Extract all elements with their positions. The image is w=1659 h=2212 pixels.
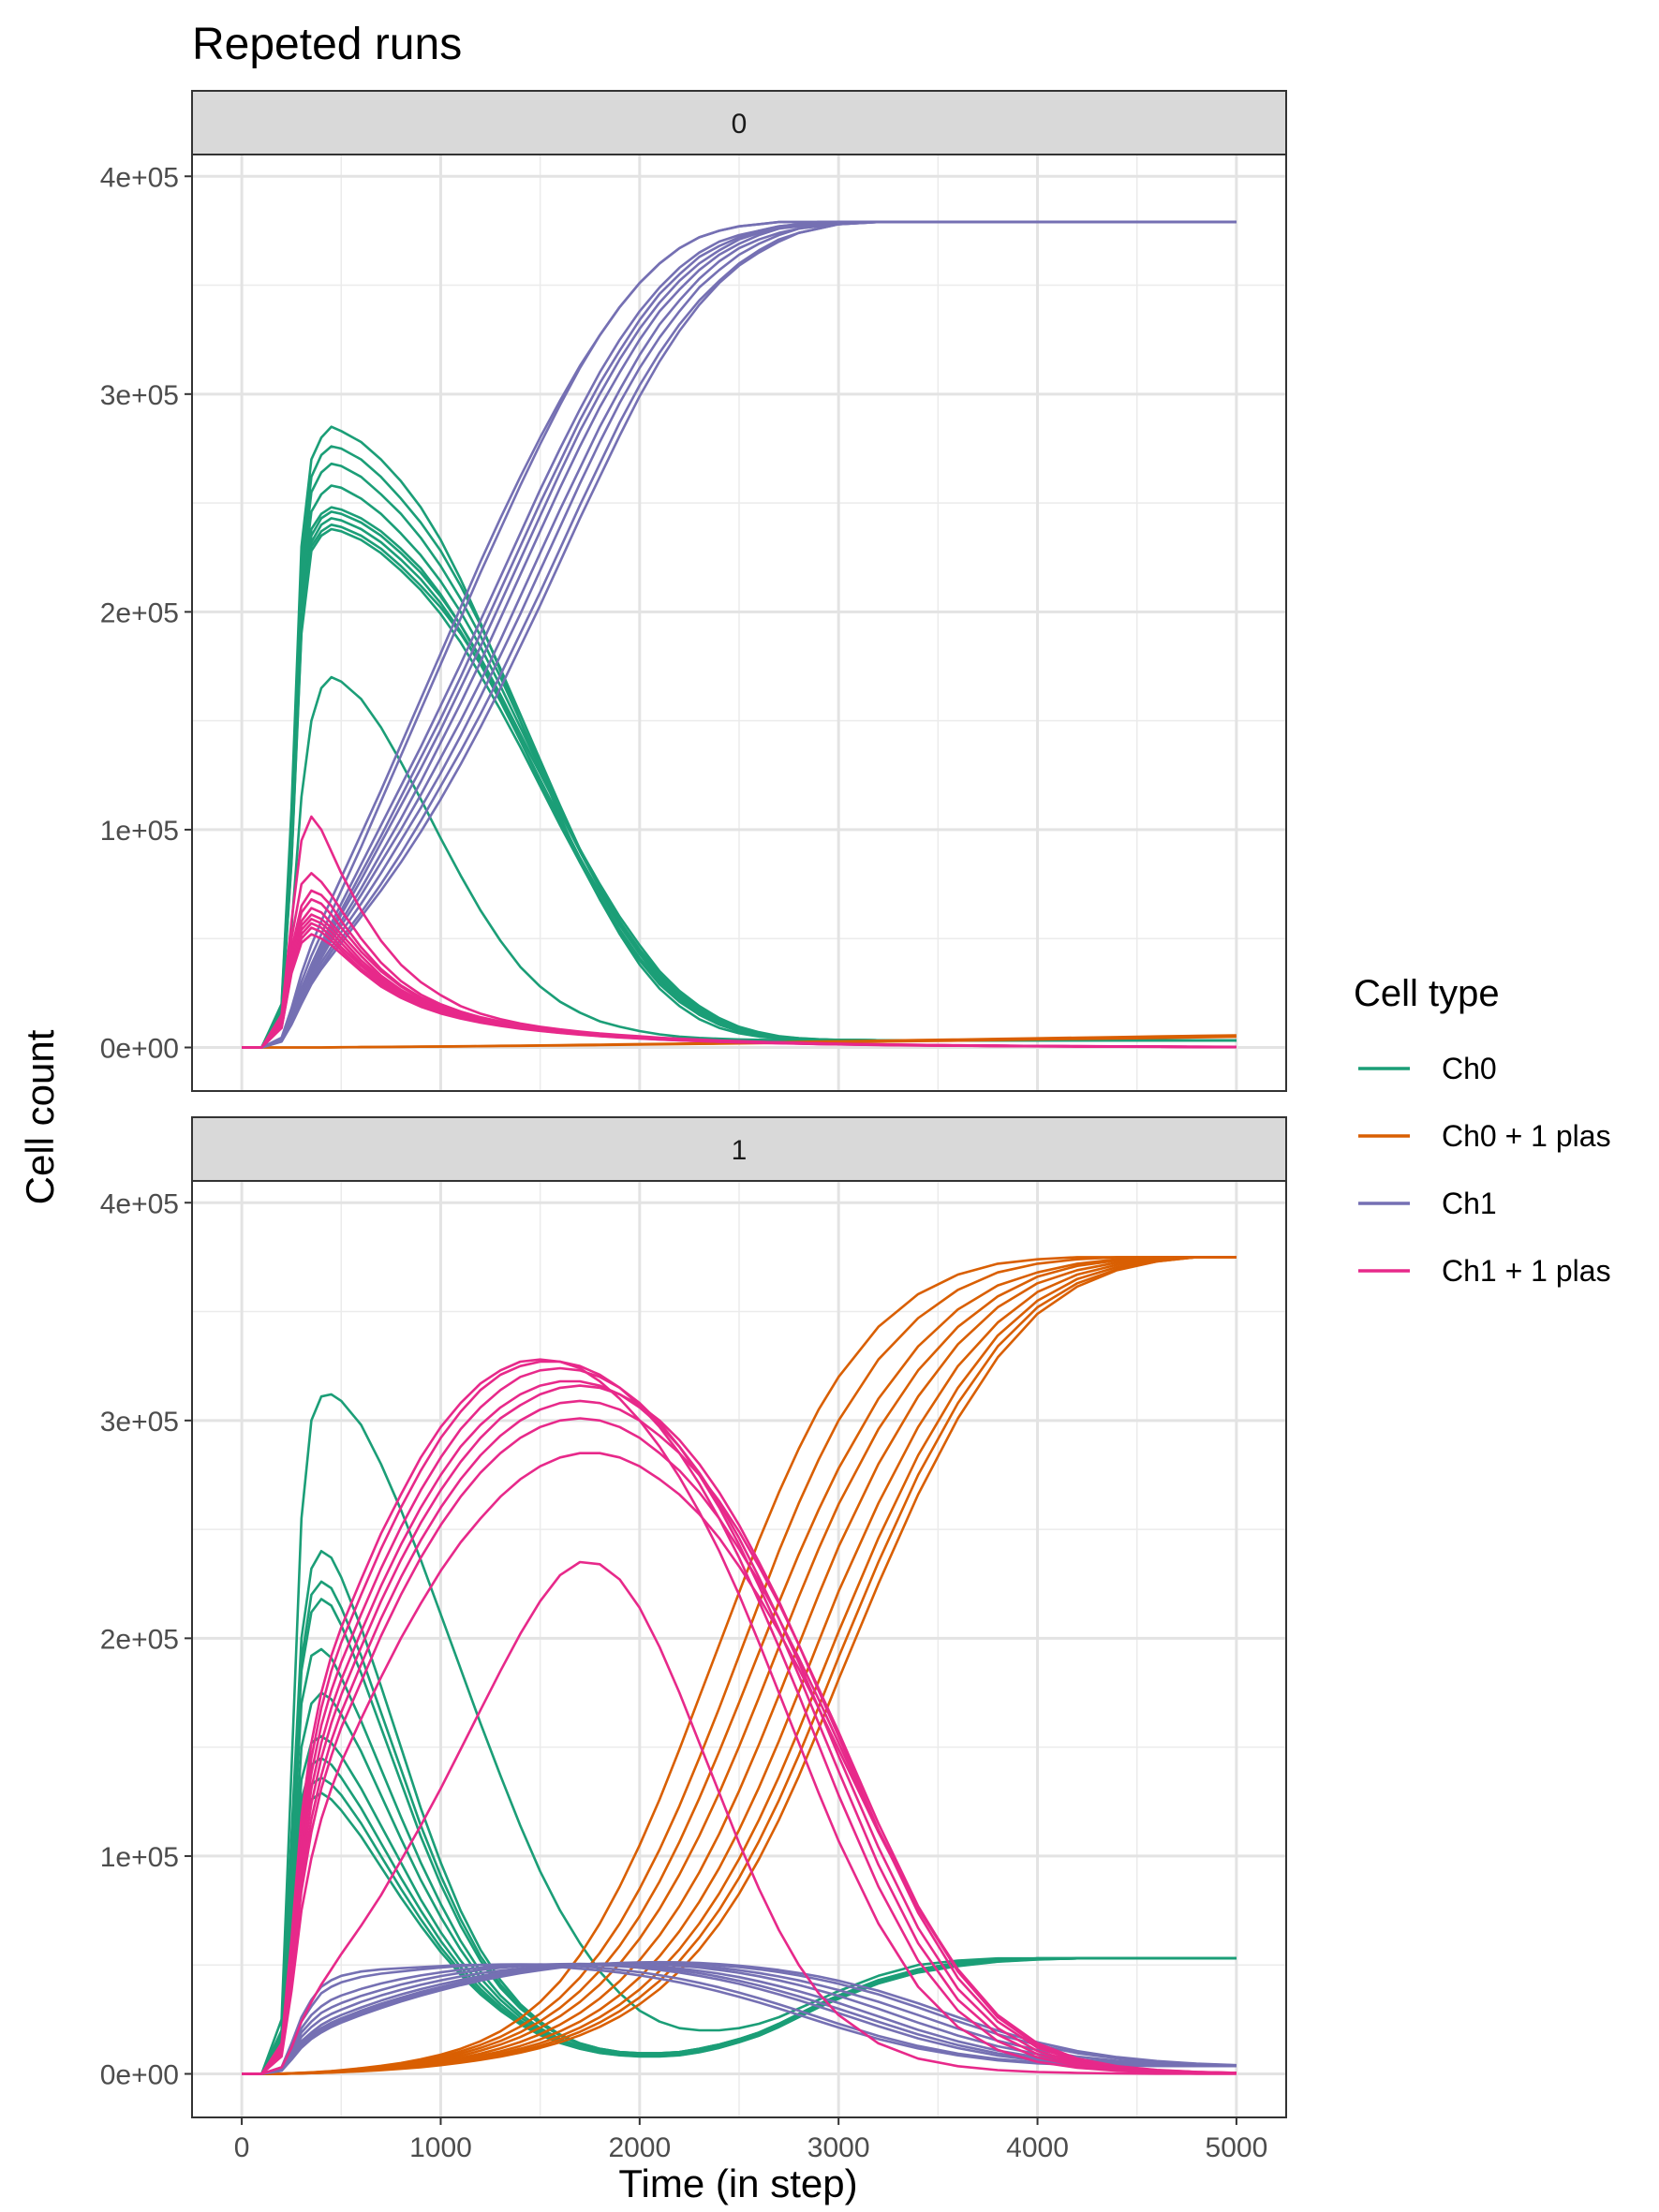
- series-line-ch1-1-plas-run-5: [242, 1384, 1237, 2075]
- series-line-ch1-run-1: [242, 1963, 1237, 2075]
- legend-title: Cell type: [1354, 973, 1500, 1014]
- y-tick-label: 4e+05: [100, 1188, 179, 1219]
- strip-background: [191, 90, 1287, 155]
- x-axis: 0 1000 2000 3000 4000 5000: [234, 2117, 1268, 2163]
- legend-label: Ch0 + 1 plas: [1442, 1119, 1611, 1153]
- series-line-ch0-1-plas-run-9: [242, 1256, 1237, 2075]
- x-tick-label: 3000: [807, 2132, 870, 2163]
- y-tick-label: 3e+05: [100, 380, 179, 411]
- y-axis: 0e+00 1e+05 2e+05 3e+05 4e+05: [100, 162, 192, 1064]
- y-axis: 0e+00 1e+05 2e+05 3e+05 4e+05: [100, 1188, 192, 2090]
- series-line-ch0-1-plas-run-2: [242, 1034, 1237, 1049]
- legend-label: Ch1: [1442, 1187, 1497, 1220]
- gridlines: [192, 1181, 1286, 2117]
- data-lines: [242, 1256, 1237, 2075]
- series-line-ch1-run-2: [242, 1963, 1237, 2075]
- legend-label: Ch0: [1442, 1052, 1497, 1085]
- series-line-ch1-1-plas-run-8: [242, 1452, 1237, 2075]
- series-line-ch1-run-9: [242, 1960, 1237, 2075]
- y-tick-label: 3e+05: [100, 1407, 179, 1438]
- x-tick-label: 0: [234, 2132, 250, 2163]
- legend-label: Ch1 + 1 plas: [1442, 1254, 1611, 1288]
- y-tick-label: 2e+05: [100, 1624, 179, 1655]
- data-lines: [242, 220, 1237, 1049]
- y-tick-label: 4e+05: [100, 162, 179, 193]
- strip-label: 1: [732, 1135, 748, 1166]
- y-axis-title: Cell count: [18, 1029, 62, 1204]
- y-tick-label: 1e+05: [100, 816, 179, 847]
- chart-title: Repeted runs: [192, 20, 462, 69]
- strip-background: [191, 1116, 1287, 1182]
- x-tick-label: 4000: [1006, 2132, 1069, 2163]
- y-tick-label: 0e+00: [100, 1033, 179, 1064]
- legend: Cell type Ch0 Ch0 + 1 plas Ch1 Ch1 + 1 plas: [1354, 973, 1611, 1288]
- strip-label: 0: [732, 109, 748, 140]
- panel-strip-0: 0 0e+00 1e+05 2e+05 3e+05 4e+05: [100, 90, 1287, 1092]
- panel-strip-1: 1 0e+00 1e+05 2e+05 3e+05 4e+05: [100, 1116, 1287, 2118]
- x-tick-label: 2000: [608, 2132, 671, 2163]
- gridlines: [192, 155, 1286, 1091]
- x-tick-label: 1000: [409, 2132, 472, 2163]
- series-line-ch1-1-plas-run-10: [242, 872, 1237, 1049]
- x-tick-label: 5000: [1206, 2132, 1268, 2163]
- x-axis-title: Time (in step): [618, 2161, 857, 2205]
- series-line-ch1-1-plas-run-3: [242, 1366, 1237, 2075]
- series-line-ch1-1-plas-run-9: [242, 1560, 1237, 2075]
- y-tick-label: 0e+00: [100, 2059, 179, 2090]
- y-tick-label: 1e+05: [100, 1842, 179, 1873]
- y-tick-label: 2e+05: [100, 597, 179, 628]
